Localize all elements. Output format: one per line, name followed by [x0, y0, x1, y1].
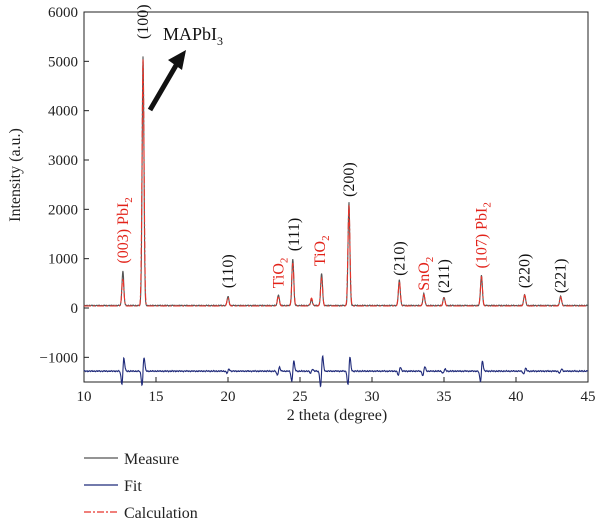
legend-label-measure: Measure: [124, 451, 179, 468]
plot-frame: [83, 11, 589, 383]
phase-arrow-head: [168, 50, 186, 70]
y-tick-label: 1000: [48, 252, 78, 268]
x-tick-label: 25: [293, 389, 308, 405]
legend-label-calculation: Calculation: [124, 505, 198, 522]
peak-label-111: (111): [286, 218, 303, 251]
peak-label-tio2b: TiO2: [312, 235, 332, 266]
peak-label-211: (211): [436, 259, 453, 293]
peak-label-sno2: SnO2: [416, 257, 436, 291]
phase-label-text: MAPbI3: [163, 24, 223, 48]
peak-label-110: (110): [220, 254, 237, 288]
series-calculation-line: [84, 59, 588, 307]
phase-arrow-shaft: [147, 60, 181, 112]
y-tick-label: 6000: [48, 5, 78, 21]
peak-label-tio2a: TiO2: [270, 258, 290, 289]
legend-label-fit: Fit: [124, 478, 142, 495]
phase-label-mapbi3: MAPbI3: [147, 24, 223, 112]
x-tick-labels: 10 15 20 25 30 35 40 45: [77, 389, 596, 405]
x-tick-label: 10: [77, 389, 92, 405]
x-tick-label: 15: [149, 389, 164, 405]
x-tick-label: 35: [437, 389, 452, 405]
y-tick-label: 2000: [48, 202, 78, 218]
y-tick-label: 4000: [48, 104, 78, 120]
series-measure-line: [83, 56, 589, 307]
y-tick-labels: 6000 5000 4000 3000 2000 1000 0 −1000: [40, 5, 78, 366]
y-tick-label: −1000: [40, 350, 78, 366]
y-tick-label: 5000: [48, 54, 78, 70]
axis-ticks: [83, 11, 589, 382]
peak-label-003pbi2: (003) PbI2: [115, 197, 135, 263]
x-tick-label: 45: [581, 389, 596, 405]
y-tick-label: 3000: [48, 153, 78, 169]
peak-label-210: (210): [391, 241, 408, 276]
peak-label-221: (221): [553, 259, 570, 294]
plot-border: [83, 11, 589, 383]
series-fit-line: [83, 354, 589, 388]
peak-annotations: (100) (003) PbI2 (110) TiO2 (111) TiO2 (200) (2…: [115, 4, 570, 293]
x-axis-label: 2 theta (degree): [287, 407, 387, 424]
x-tick-label: 20: [221, 389, 236, 405]
peak-label-107pbi2: (107) PbI2: [473, 202, 493, 268]
x-tick-label: 30: [365, 389, 380, 405]
legend: Measure Fit Calculation: [84, 451, 198, 522]
x-tick-label: 40: [509, 389, 524, 405]
peak-label-100: (100): [135, 4, 152, 39]
y-axis-label: Intensity (a.u.): [7, 128, 24, 222]
peak-label-220: (220): [517, 254, 534, 289]
y-tick-label: 0: [71, 301, 79, 317]
peak-label-200: (200): [341, 162, 358, 197]
